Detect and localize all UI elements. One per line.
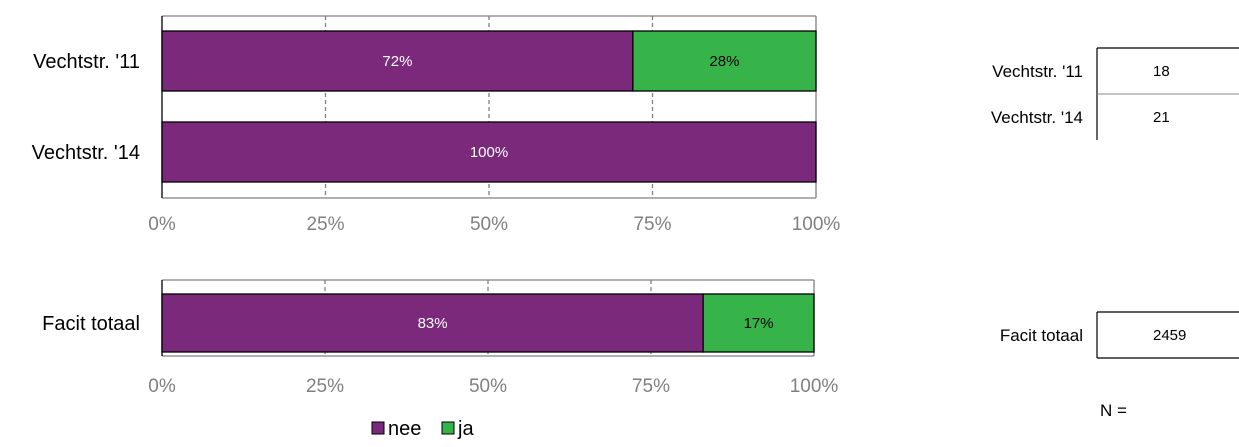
- n-table-row-label: Vechtstr. '11: [992, 62, 1083, 81]
- data-label: 17%: [744, 315, 774, 332]
- x-tick-label: 100%: [790, 376, 839, 397]
- legend: nee ja: [371, 418, 474, 440]
- x-tick-label: 25%: [306, 376, 344, 397]
- bar-nee: [161, 30, 634, 92]
- n-table-value: 18: [1153, 63, 1170, 80]
- x-tick-label: 75%: [633, 214, 671, 235]
- n-table-value: 21: [1153, 109, 1170, 126]
- data-label: 100%: [470, 144, 508, 161]
- bar-nee: [161, 293, 704, 353]
- x-tick-label: 75%: [632, 376, 670, 397]
- x-tick-label: 50%: [469, 376, 507, 397]
- data-label: 83%: [418, 315, 448, 332]
- data-label: 28%: [709, 53, 739, 70]
- x-tick-label: 50%: [470, 214, 508, 235]
- n-label: N =: [1100, 401, 1127, 420]
- n-table-row-label: Facit totaal: [1000, 326, 1083, 345]
- x-tick-label: 25%: [306, 214, 344, 235]
- category-label: Vechtstr. '14: [32, 142, 140, 164]
- legend-swatch-ja: [441, 421, 455, 435]
- x-tick-label: 0%: [148, 214, 176, 235]
- chart-panel-top: 72% 28% Vechtstr. '11 100% Vechtstr. '14 0% 25…: [32, 15, 841, 235]
- data-label: 72%: [382, 53, 412, 70]
- legend-label: ja: [457, 418, 474, 440]
- x-tick-label: 100%: [792, 214, 841, 235]
- legend-swatch-nee: [371, 421, 385, 435]
- bar-nee: [161, 121, 817, 183]
- legend-label: nee: [388, 418, 421, 440]
- bar-ja: [702, 293, 815, 353]
- x-tick-label: 0%: [148, 376, 176, 397]
- n-table-value: 2459: [1153, 327, 1186, 344]
- category-label: Facit totaal: [42, 313, 140, 335]
- n-table: Vechtstr. '11 18 Vechtstr. '14 21 Facit tota…: [991, 47, 1239, 420]
- category-label: Vechtstr. '11: [33, 51, 140, 73]
- bar-ja: [632, 30, 817, 92]
- chart-panel-bottom: 83% 17% Facit totaal 0% 25% 50% 75% 100%: [42, 279, 839, 397]
- n-table-row-label: Vechtstr. '14: [991, 108, 1083, 127]
